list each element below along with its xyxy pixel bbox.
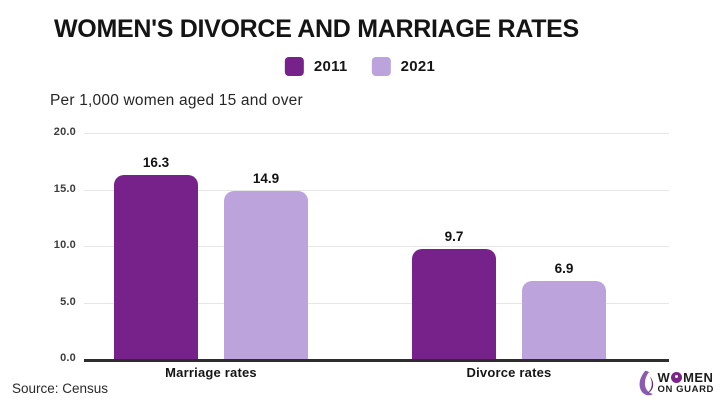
x-axis-label-1: Divorce rates [466,365,552,380]
bar-2021-1 [522,281,606,359]
legend-swatch-2011 [284,57,304,76]
logo-line2: ON GUARD [657,384,714,396]
legend-swatch-2021 [371,57,391,76]
legend-item-2011: 2011 [284,57,348,76]
chart-subtitle: Per 1,000 women aged 15 and over [50,92,303,109]
women-on-guard-logo: W MEN ON GUARD [638,370,714,396]
bar-value-label-2021-1: 6.9 [554,261,574,277]
y-axis-tick-0: 0.0 [60,352,76,364]
plot-area: Marriage rates 16.3 14.9 Divorce rates 9.7 6.… [84,133,669,380]
bar-2011-1 [412,249,496,359]
legend-label-2021: 2021 [400,58,436,75]
y-axis-tick-10: 10.0 [53,239,76,251]
logo-line1: W MEN [657,371,714,384]
gridline-10 [84,246,669,247]
y-axis-tick-15: 15.0 [53,182,76,195]
bar-value-label-2011-1: 9.7 [444,229,464,245]
bar-2021-0 [224,190,308,359]
bar-value-label-2021-0: 14.9 [252,170,280,186]
gridline-20 [84,133,669,134]
logo-women-pre: W [657,370,671,386]
legend-label-2011: 2011 [313,58,348,75]
bar-2011-0 [114,174,198,359]
gridline-15 [84,189,669,191]
logo-text: W MEN ON GUARD [657,371,714,395]
chart-title: WOMEN'S DIVORCE AND MARRIAGE RATES [54,15,579,43]
logo-o-mark [671,372,683,384]
bar-value-label-2011-0: 16.3 [142,154,170,170]
legend-item-2021: 2021 [371,57,436,76]
source-note: Source: Census [12,381,109,396]
x-axis-line [84,359,669,362]
logo-women-post: MEN [683,370,714,386]
gridline-5 [84,302,669,304]
women-on-guard-icon [640,370,654,396]
legend: 2011 2021 [284,57,436,76]
y-axis-tick-5: 5.0 [60,295,76,308]
x-axis-label-0: Marriage rates [165,365,257,380]
y-axis-tick-20: 20.0 [53,126,76,138]
